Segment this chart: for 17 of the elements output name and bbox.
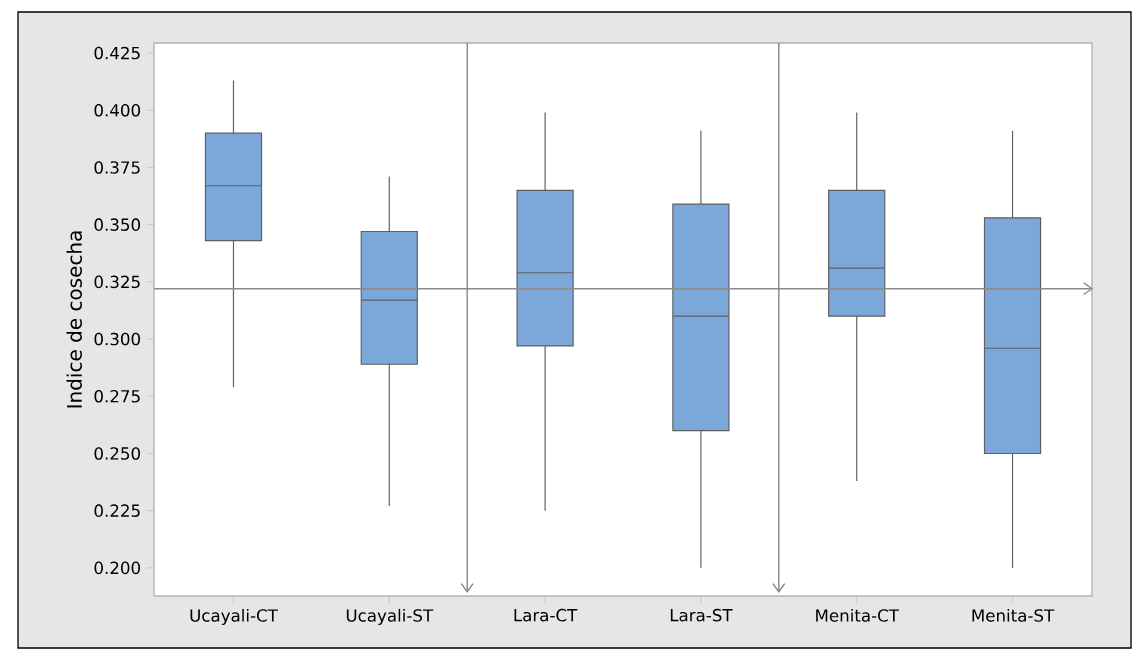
- y-tick-label: 0.275: [94, 389, 140, 403]
- y-tick-label: 0.300: [94, 332, 141, 346]
- x-tick-label: Menita-CT: [816, 608, 899, 622]
- y-tick-label: 0.375: [94, 161, 140, 174]
- y-tick-label: 0.350: [94, 218, 141, 231]
- x-tick-label: Menita-ST: [972, 608, 1055, 622]
- y-tick-label: 0.250: [94, 447, 141, 460]
- x-tick-label: Lara-CT: [514, 608, 578, 622]
- x-tick-label: Ucayali-CT: [190, 608, 278, 626]
- y-axis-title: Indice de cosecha: [66, 231, 82, 408]
- x-tick-label: Lara-ST: [670, 608, 733, 622]
- y-tick-label: 0.425: [94, 46, 140, 60]
- y-tick-label: 0.200: [94, 561, 141, 575]
- y-tick-label: 0.325: [94, 275, 140, 289]
- y-tick-label: 0.400: [94, 103, 141, 117]
- y-tick-label: 0.225: [94, 504, 140, 517]
- x-tick-label: Ucayali-ST: [346, 608, 434, 626]
